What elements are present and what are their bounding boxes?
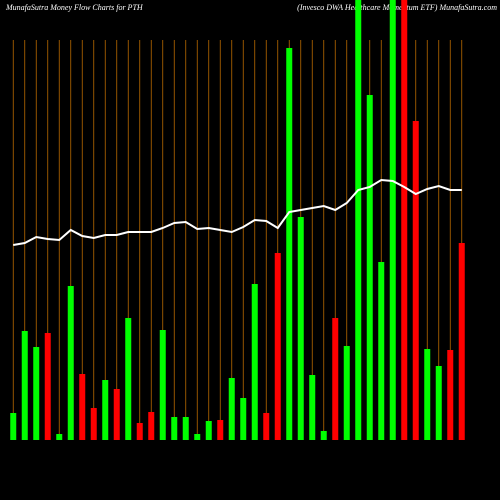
bar [10,413,17,440]
bar [148,412,155,440]
bar [412,121,419,440]
chart-subtitle: (Invesco DWA Healthcare Momentum ETF) Mu… [297,3,497,12]
bar [67,286,74,440]
bar [263,413,270,440]
bar [102,380,109,440]
bar [217,420,224,440]
bar [251,284,258,440]
bar [113,389,120,440]
bar [33,347,40,440]
bar [136,423,143,440]
bar [343,346,350,440]
bar [125,318,132,440]
bar [332,318,339,440]
bar [309,375,316,440]
bar [355,0,362,440]
money-flow-line [13,178,462,246]
bar [21,331,28,440]
bar [378,262,385,440]
bar [44,333,51,440]
bar [424,349,431,440]
bar [182,417,189,440]
bar [297,217,304,440]
bar [366,95,373,440]
bar [274,253,281,440]
bar [240,398,247,440]
bar [458,243,465,440]
bar [320,431,327,440]
bar [90,408,97,440]
bar [79,374,86,440]
bar [389,0,396,440]
bar [286,48,293,440]
bar [435,366,442,440]
bar [194,434,201,440]
bar [401,0,408,440]
bar [171,417,178,440]
chart-title: MunafaSutra Money Flow Charts for PTH [5,3,144,12]
bar [205,421,212,440]
bar [447,350,454,440]
bar [228,378,235,440]
bar [56,434,63,440]
bar [159,330,166,440]
